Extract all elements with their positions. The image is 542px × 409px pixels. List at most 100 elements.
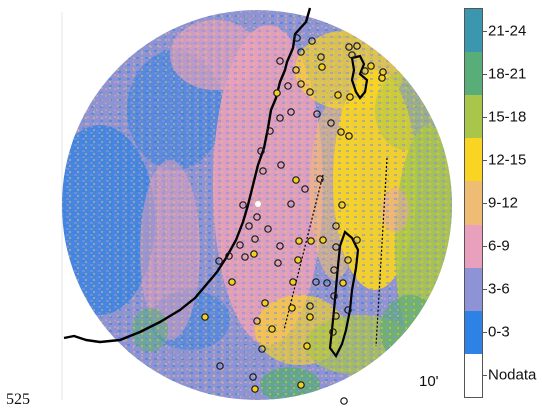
fault-line-west <box>283 174 324 331</box>
colorbar-tick <box>483 73 487 75</box>
station-marker <box>339 279 347 287</box>
station-marker <box>201 313 209 321</box>
legend-label: 18-21 <box>488 65 527 83</box>
station-marker <box>245 222 253 230</box>
station-marker <box>297 381 305 389</box>
colorbar-segment <box>465 267 482 311</box>
station-marker <box>329 328 337 336</box>
legend-label: 3-6 <box>488 280 510 298</box>
station-marker <box>288 304 296 312</box>
station-marker <box>316 175 324 183</box>
station-marker <box>264 225 272 233</box>
station-marker <box>307 237 315 245</box>
station-marker <box>215 257 223 265</box>
station-marker <box>225 252 233 260</box>
station-marker <box>313 110 321 118</box>
corner-left-label: 525 <box>6 391 30 408</box>
station-marker <box>253 317 261 325</box>
station-marker <box>266 127 274 135</box>
station-marker <box>292 66 300 74</box>
station-marker <box>338 201 346 209</box>
station-marker <box>306 88 314 96</box>
station-marker <box>239 201 247 209</box>
colorbar-segment <box>465 137 482 182</box>
station-marker <box>367 62 375 70</box>
station-marker <box>318 63 326 71</box>
station-marker <box>287 200 295 208</box>
fault-line-east <box>375 157 388 347</box>
station-marker <box>284 82 292 90</box>
colorbar-segment <box>465 180 482 225</box>
lake-south-outline <box>328 230 360 359</box>
station-marker <box>276 57 284 65</box>
colorbar-segment <box>465 8 482 53</box>
colorbar-tick <box>483 246 487 248</box>
legend-label: 6-9 <box>488 237 510 255</box>
station-marker <box>250 250 258 258</box>
station-marker <box>353 236 361 244</box>
station-marker <box>378 74 386 82</box>
station-marker <box>216 362 224 370</box>
colorbar-tick <box>483 375 487 377</box>
station-marker <box>344 306 352 314</box>
station-marker <box>277 161 285 169</box>
colorbar-segment <box>465 94 482 139</box>
station-marker <box>292 176 300 184</box>
station-marker <box>276 242 284 250</box>
legend-label: 21-24 <box>488 22 527 40</box>
station-marker <box>327 119 335 127</box>
colorbar-tick <box>483 203 487 204</box>
station-marker <box>346 93 354 101</box>
colorbar-tick <box>483 30 487 32</box>
station-marker <box>274 259 282 267</box>
station-marker <box>348 51 356 59</box>
station-marker <box>287 108 295 116</box>
legend-label: 9-12 <box>488 194 519 212</box>
station-marker <box>317 53 325 61</box>
station-marker <box>332 312 340 320</box>
station-marker <box>306 302 314 310</box>
colorbar-segment <box>465 310 482 354</box>
station-marker <box>303 342 311 350</box>
station-marker <box>345 43 353 51</box>
legend-label: 15-18 <box>488 108 527 126</box>
station-marker <box>344 256 352 264</box>
colorbar-tick <box>483 332 487 334</box>
station-marker <box>294 256 302 264</box>
corner-right-label: 10' <box>419 373 439 390</box>
station-marker <box>361 67 369 75</box>
station-marker <box>249 373 257 381</box>
station-marker <box>330 292 338 300</box>
station-marker <box>257 147 265 155</box>
station-marker <box>340 397 348 405</box>
station-marker <box>332 243 340 251</box>
station-marker <box>236 241 244 249</box>
legend-label: 12-15 <box>488 151 527 169</box>
station-marker <box>334 91 342 99</box>
station-marker <box>293 34 301 42</box>
station-marker <box>312 278 320 286</box>
station-marker <box>301 185 309 193</box>
legend-label: 0-3 <box>488 323 510 341</box>
station-marker <box>345 132 353 140</box>
coastline <box>63 7 312 344</box>
station-marker <box>289 278 297 286</box>
colorbar-tick <box>483 159 487 161</box>
station-markers <box>201 34 387 405</box>
colorbar-segment <box>465 224 482 268</box>
colorbar-tick <box>483 289 487 291</box>
station-marker <box>261 299 269 307</box>
lake-north-outline <box>350 54 369 100</box>
station-marker <box>337 128 345 136</box>
station-marker <box>276 114 284 122</box>
colorbar-tick <box>483 116 487 118</box>
station-marker <box>353 42 361 50</box>
station-marker <box>297 80 305 88</box>
station-marker <box>323 279 331 287</box>
colorbar-segment <box>465 353 482 397</box>
station-marker <box>319 236 327 244</box>
station-marker <box>308 37 316 45</box>
station-marker <box>259 167 267 175</box>
